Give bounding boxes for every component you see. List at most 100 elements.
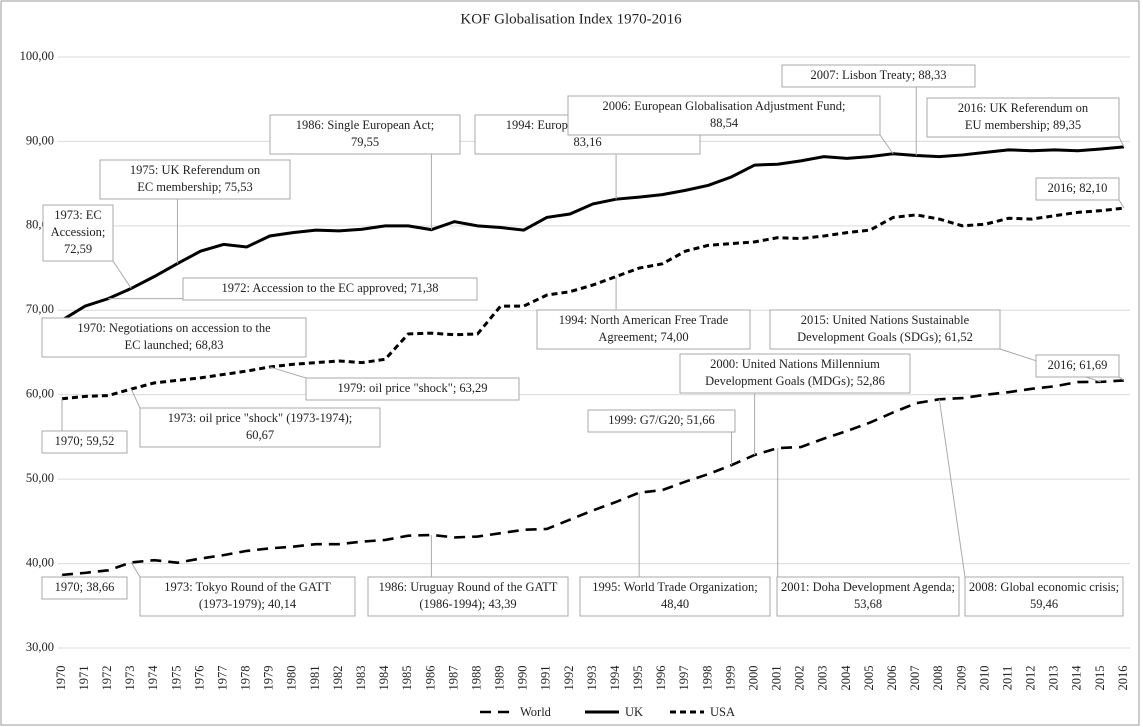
annotation-text: 60,67: [246, 428, 274, 442]
annotation-text: EC membership; 75,53: [137, 180, 253, 194]
chart-title: KOF Globalisation Index 1970-2016: [460, 11, 682, 27]
annotation-text: 2016: UK Referendum on: [958, 101, 1089, 115]
x-tick-label: 1976: [192, 666, 206, 691]
annotation-box: [41, 430, 128, 454]
annotation-text: 2016; 61,69: [1048, 358, 1108, 372]
y-tick-label: 30,00: [26, 640, 54, 654]
x-tick-label: 1977: [215, 666, 229, 691]
leader-line: [1118, 199, 1125, 209]
x-tick-label: 1971: [77, 666, 91, 691]
annotation-box: [964, 576, 1124, 617]
y-tick-label: 40,00: [26, 555, 54, 569]
x-tick-label: 1996: [654, 666, 668, 691]
x-tick-label: 2000: [746, 666, 760, 691]
annotation-text: 1979: oil price "shock"; 63,29: [337, 381, 487, 395]
x-tick-label: 1983: [354, 666, 368, 691]
x-tick-label: 1989: [493, 666, 507, 691]
annotation-box: [579, 576, 771, 617]
x-tick-label: 1981: [308, 666, 322, 691]
x-tick-label: 2012: [1024, 666, 1038, 691]
annotation-text: 83,16: [573, 135, 601, 149]
x-tick-label: 1995: [631, 666, 645, 691]
annotation-text: 2007: Lisbon Treaty; 88,33: [810, 68, 946, 82]
legend-label: World: [520, 705, 552, 719]
annotation-box: [679, 353, 911, 394]
y-tick-label: 60,00: [26, 387, 54, 401]
annotation-box: [182, 277, 478, 301]
annotation-text: 2008: Global economic crisis;: [969, 580, 1119, 594]
x-tick-label: 2003: [816, 666, 830, 691]
x-tick-label: 2011: [1000, 666, 1014, 691]
leader-line: [130, 388, 141, 409]
annotation-text: 1986: Single European Act;: [296, 118, 435, 132]
y-tick-label: 100,00: [20, 49, 54, 63]
x-tick-label: 1979: [262, 666, 276, 691]
annotation-text: 72,59: [64, 242, 92, 256]
x-tick-label: 1999: [723, 666, 737, 691]
x-tick-label: 2014: [1070, 665, 1084, 691]
x-tick-label: 2001: [770, 666, 784, 691]
x-tick-label: 1978: [239, 666, 253, 691]
leader-line: [269, 366, 307, 379]
annotation-text: EC launched; 68,83: [125, 338, 224, 352]
x-tick-label: 1982: [331, 666, 345, 691]
x-tick-label: 1972: [100, 666, 114, 691]
annotation-text: 2000: United Nations Millennium: [710, 357, 880, 371]
x-tick-label: 1998: [700, 666, 714, 691]
leader-line: [1118, 136, 1125, 148]
x-tick-label: 1987: [446, 666, 460, 691]
annotation-text: 2006: European Globalisation Adjustment …: [602, 99, 845, 113]
annotation-text: 1973: Tokyo Round of the GATT: [164, 580, 331, 594]
y-tick-label: 90,00: [26, 133, 54, 147]
x-tick-label: 1975: [169, 666, 183, 691]
x-tick-label: 1970: [54, 666, 68, 691]
annotation-text: 1970: Negotiations on accession to the: [77, 321, 271, 335]
x-tick-label: 1973: [123, 666, 137, 691]
annotation-text: 1975: UK Referendum on: [130, 163, 261, 177]
leader-line: [938, 399, 966, 578]
x-tick-label: 1984: [377, 665, 391, 691]
x-tick-label: 1994: [608, 665, 622, 691]
x-tick-label: 1991: [539, 666, 553, 691]
leader-line: [1118, 376, 1125, 381]
annotation-text: 1973: EC: [54, 208, 102, 222]
annotation-text: 2015: United Nations Sustainable: [801, 313, 970, 327]
leader-line: [879, 134, 894, 155]
x-tick-label: 1980: [285, 666, 299, 691]
annotation-box: [139, 407, 381, 448]
annotation-text: 1999: G7/G20; 51,66: [608, 413, 715, 427]
annotation-box: [781, 64, 976, 88]
x-tick-label: 1986: [423, 666, 437, 691]
x-tick-label: 2016: [1116, 666, 1130, 691]
annotation-text: 1986: Uruguay Round of the GATT: [379, 580, 558, 594]
x-tick-label: 1992: [562, 666, 576, 691]
annotation-text: 1970; 59,52: [55, 434, 115, 448]
annotation-text: (1986-1994); 43,39: [419, 597, 516, 611]
annotation-text: 1994: North American Free Trade: [559, 313, 729, 327]
annotation-text: EU membership; 89,35: [965, 118, 1081, 132]
legend-label: USA: [710, 705, 735, 719]
x-tick-label: 2002: [793, 666, 807, 691]
x-tick-label: 2009: [954, 666, 968, 691]
annotation-text: 48,40: [661, 597, 689, 611]
annotation-box: [139, 576, 356, 617]
annotation-box: [769, 309, 1001, 350]
annotation-text: 1970; 38,66: [55, 580, 115, 594]
annotation-box: [587, 409, 736, 433]
annotation-text: 53,68: [854, 597, 882, 611]
legend-label: UK: [625, 705, 643, 719]
annotation-text: 88,54: [710, 116, 739, 130]
x-tick-label: 1997: [677, 666, 691, 691]
leader-line: [130, 562, 141, 578]
annotation-text: (1973-1979); 40,14: [199, 597, 297, 611]
x-tick-label: 1990: [516, 666, 530, 691]
annotation-text: 1972: Accession to the EC approved; 71,3…: [222, 281, 439, 295]
annotation-box: [41, 576, 128, 600]
annotation-box: [42, 204, 114, 262]
x-tick-label: 2005: [862, 666, 876, 691]
x-tick-label: 2010: [977, 666, 991, 691]
series-line: [61, 145, 1125, 322]
annotation-text: Development Goals (MDGs); 52,86: [705, 374, 885, 388]
y-tick-label: 50,00: [26, 471, 54, 485]
